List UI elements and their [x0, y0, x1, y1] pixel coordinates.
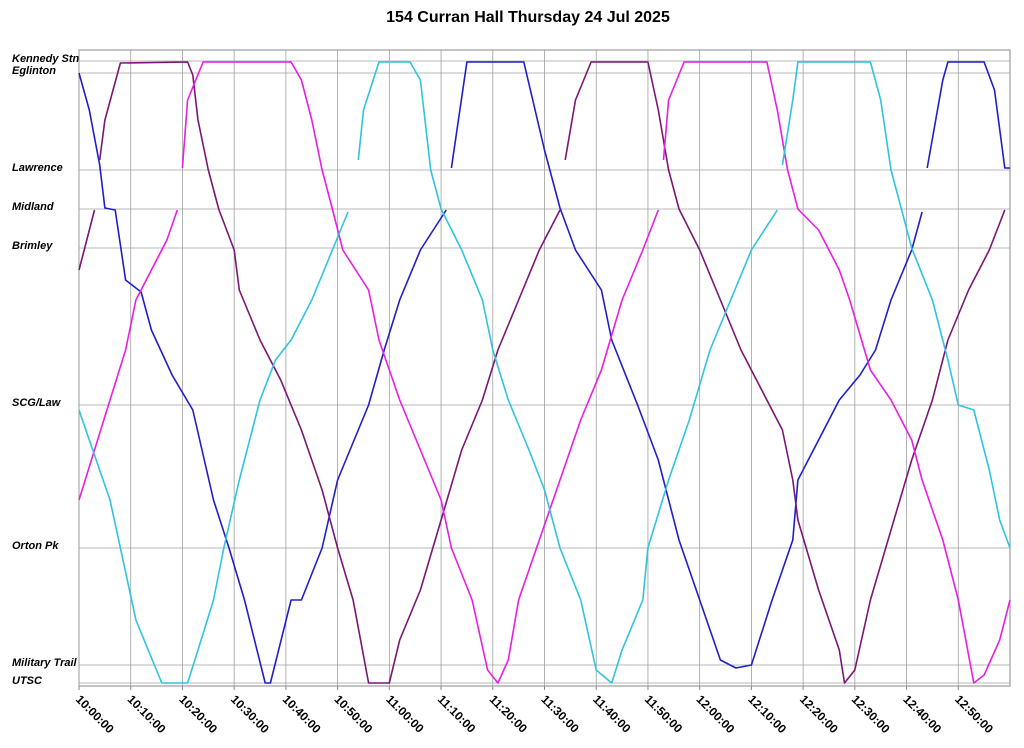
- x-tick-label: 11:50:00: [642, 692, 686, 736]
- x-tick-label: 12:20:00: [797, 692, 841, 736]
- x-tick-label: 12:50:00: [952, 692, 996, 736]
- y-tick-label: Eglinton: [12, 65, 56, 77]
- x-tick-label: 11:10:00: [435, 692, 479, 736]
- y-tick-label: UTSC: [12, 675, 43, 687]
- x-tick-label: 10:50:00: [331, 692, 375, 736]
- y-tick-label: Military Trail: [12, 657, 78, 669]
- x-tick-label: 10:20:00: [176, 692, 220, 736]
- x-tick-label: 12:00:00: [694, 692, 738, 736]
- y-tick-label: Kennedy Stn: [12, 53, 80, 65]
- x-tick-label: 10:10:00: [125, 692, 169, 736]
- x-tick-label: 10:40:00: [280, 692, 324, 736]
- y-tick-label: Lawrence: [12, 162, 63, 174]
- x-tick-label: 12:40:00: [900, 692, 944, 736]
- chart-title: 154 Curran Hall Thursday 24 Jul 2025: [386, 9, 670, 26]
- y-tick-label: Brimley: [12, 240, 53, 252]
- x-tick-label: 11:00:00: [383, 692, 427, 736]
- vehicle-trace: [78, 61, 1010, 684]
- x-tick-label: 11:30:00: [538, 692, 582, 736]
- y-tick-label: SCG/Law: [12, 397, 62, 409]
- vehicle-trace: [78, 61, 1006, 684]
- vehicle-trace: [78, 61, 1011, 684]
- x-tick-label: 12:10:00: [745, 692, 789, 736]
- y-tick-label: Midland: [12, 201, 54, 213]
- x-tick-label: 10:30:00: [228, 692, 272, 736]
- y-tick-label: Orton Pk: [12, 540, 59, 552]
- x-tick-label: 11:20:00: [487, 692, 531, 736]
- x-tick-label: 11:40:00: [590, 692, 634, 736]
- x-tick-label: 10:00:00: [73, 692, 117, 736]
- x-tick-label: 12:30:00: [849, 692, 893, 736]
- vehicle-trace: [78, 61, 1011, 684]
